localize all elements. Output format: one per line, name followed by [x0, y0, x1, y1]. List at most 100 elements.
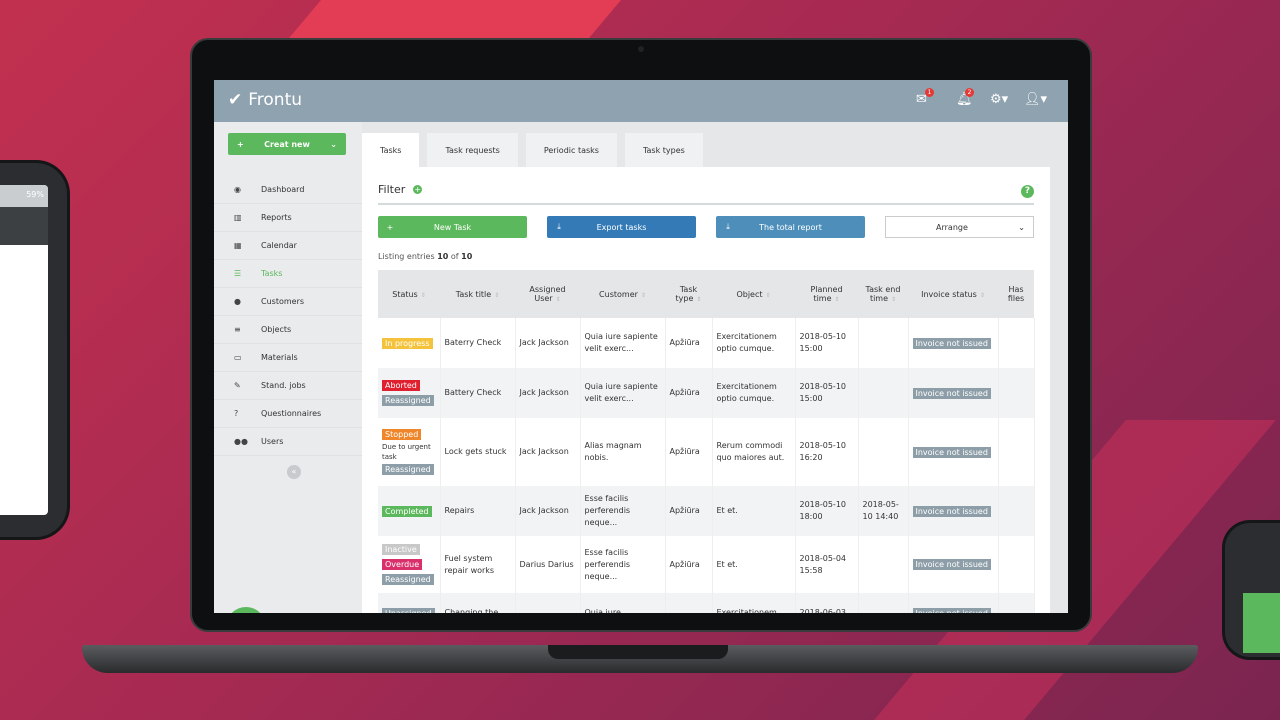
object: Et et. — [712, 486, 796, 536]
column-header[interactable]: Task end time ⇕ — [858, 270, 908, 318]
tasks-panel: Filter + ? + New Task ⤓ Export tasks ⤓ The t… — [362, 167, 1050, 613]
task-end-time — [858, 536, 909, 593]
has-files — [998, 418, 1035, 486]
task-end-time — [858, 318, 909, 368]
task-title: Lock gets stuck — [440, 418, 516, 486]
object: Rerum commodi quo maiores aut. — [712, 418, 796, 486]
wrench-icon: ✎ — [234, 381, 241, 390]
column-header-label: Task end time — [865, 285, 901, 303]
task-title: Repairs — [440, 486, 516, 536]
download-icon: ⤓ — [557, 222, 561, 231]
status-badge: Reassigned — [382, 464, 434, 475]
arrange-select[interactable]: Arrange ⌄ — [885, 216, 1034, 238]
add-filter-icon[interactable]: + — [413, 185, 423, 194]
sidebar-item-questionnaires[interactable]: ? Questionnaires — [214, 400, 362, 428]
dashboard-icon: ◉ — [234, 185, 241, 194]
plus-icon: + — [237, 139, 244, 149]
task-title: Changing the — [440, 593, 516, 613]
column-header[interactable]: Has files — [998, 270, 1034, 318]
table-row[interactable]: Inactive Overdue Reassigned Fuel system rep… — [378, 536, 1035, 593]
sidebar-item-objects[interactable]: ≡ Objects — [214, 316, 362, 344]
sort-icon: ⇕ — [891, 296, 897, 303]
status-cell: Aborted Reassigned — [378, 368, 441, 418]
has-files — [998, 318, 1035, 368]
export-label: Export tasks — [596, 222, 647, 232]
filter-title: Filter — [378, 183, 406, 196]
planned-time: 2018-05-10 16:20 — [795, 418, 859, 486]
help-icon[interactable]: ? — [1021, 185, 1034, 198]
column-header[interactable]: Customer ⇕ — [580, 270, 665, 318]
download-icon: ⤓ — [726, 222, 730, 231]
column-header[interactable]: Object ⇕ — [712, 270, 795, 318]
divider — [378, 203, 1034, 205]
task-type: Apžiūra — [665, 418, 713, 486]
sidebar-item-label: Stand. jobs — [261, 381, 306, 390]
gear-icon[interactable]: ⚙▾ — [990, 92, 1009, 107]
chevron-down-icon: ⌄ — [330, 139, 337, 149]
assigned-user: Jack Jackson — [515, 418, 581, 486]
tasks-icon: ☰ — [234, 269, 242, 278]
planned-time: 2018-06-03 — [795, 593, 859, 613]
sort-icon: ⇕ — [494, 291, 500, 299]
table-row[interactable]: Unassigned Changing the Quia iure Exercitat… — [378, 593, 1035, 613]
list-icon: ≡ — [234, 325, 241, 334]
export-tasks-button[interactable]: ⤓ Export tasks — [547, 216, 696, 238]
chat-button[interactable]: 💬︎ — [226, 607, 266, 613]
total-report-button[interactable]: ⤓ The total report — [716, 216, 865, 238]
tab-task-types[interactable]: Task types — [624, 133, 703, 167]
invoice-cell: Invoice not issued — [908, 536, 999, 593]
filter-header[interactable]: Filter + — [378, 183, 423, 196]
column-header[interactable]: Planned time ⇕ — [795, 270, 858, 318]
bar-chart-icon: ▥ — [234, 213, 242, 222]
sidebar-item-materials[interactable]: ▭ Materials — [214, 344, 362, 372]
new-task-button[interactable]: + New Task — [378, 216, 527, 238]
status-badge: In progress — [382, 337, 433, 349]
laptop-notch — [548, 645, 728, 659]
invoice-status-badge: Invoice not issued — [912, 446, 991, 458]
logo[interactable]: ✔ Frontu — [228, 90, 302, 110]
sidebar-item-stand-jobs[interactable]: ✎ Stand. jobs — [214, 372, 362, 400]
tab-tasks[interactable]: Tasks — [362, 133, 420, 168]
calendar-icon: ▦ — [234, 241, 242, 250]
mail-icon[interactable]: ✉ 1 — [916, 88, 934, 107]
column-header[interactable]: Task type ⇕ — [665, 270, 712, 318]
bell-icon[interactable]: 🔔︎ 2 — [956, 88, 974, 107]
table-row[interactable]: In progress Baterry Check Jack Jackson Quia… — [378, 318, 1035, 368]
task-end-time — [858, 418, 909, 486]
object: Exercitationem optio cumque. — [712, 368, 796, 418]
status-badge: Unassigned — [382, 607, 435, 613]
brand-name: Frontu — [248, 90, 303, 110]
invoice-status-badge: Invoice not issued — [912, 337, 991, 349]
sidebar: + Creat new ⌄ ◉ Dashboard ▥ Reports ▦ Calendar ☰… — [214, 122, 362, 613]
sidebar-item-calendar[interactable]: ▦ Calendar — [214, 232, 362, 260]
invoice-status-badge: Invoice not issued — [912, 607, 991, 613]
sidebar-item-dashboard[interactable]: ◉ Dashboard — [214, 176, 362, 204]
tab-periodic-tasks[interactable]: Periodic tasks — [525, 133, 617, 167]
status-badge: Stopped — [382, 429, 422, 440]
status-cell: In progress — [378, 318, 441, 368]
sidebar-item-users[interactable]: ●● Users — [214, 428, 362, 456]
customer: Quia iure sapiente velit exerc... — [580, 368, 666, 418]
sidebar-item-reports[interactable]: ▥ Reports — [214, 204, 362, 232]
collapse-sidebar-icon[interactable]: « — [287, 465, 301, 479]
task-end-time: 2018-05-10 14:40 — [858, 486, 909, 536]
table-row[interactable]: Stopped Due to urgent task Reassigned Lock … — [378, 418, 1035, 486]
sidebar-item-label: Questionnaires — [261, 409, 322, 418]
tab-task-requests[interactable]: Task requests — [427, 133, 518, 167]
status-cell: Completed — [378, 486, 441, 536]
column-header[interactable]: Status ⇕ — [378, 270, 440, 318]
column-header[interactable]: Assigned User ⇕ — [515, 270, 580, 318]
sidebar-item-customers[interactable]: ● Customers — [214, 288, 362, 316]
column-header[interactable]: Invoice status ⇕ — [908, 270, 998, 318]
create-new-button[interactable]: + Creat new ⌄ — [228, 133, 346, 155]
sort-icon: ⇕ — [555, 296, 561, 303]
table-row[interactable]: Completed Repairs Jack Jackson Esse facilis… — [378, 486, 1035, 536]
task-end-time — [858, 368, 909, 418]
table-row[interactable]: Aborted Reassigned Battery Check Jack Jacks… — [378, 368, 1035, 418]
user-menu-icon[interactable]: 👤︎▾ — [1024, 92, 1048, 107]
task-type: Apžiūra — [665, 486, 713, 536]
sidebar-item-tasks[interactable]: ☰ Tasks — [214, 260, 362, 288]
task-type: Apžiūra — [665, 536, 713, 593]
status-badge: Completed — [382, 505, 432, 517]
column-header[interactable]: Task title ⇕ — [440, 270, 515, 318]
